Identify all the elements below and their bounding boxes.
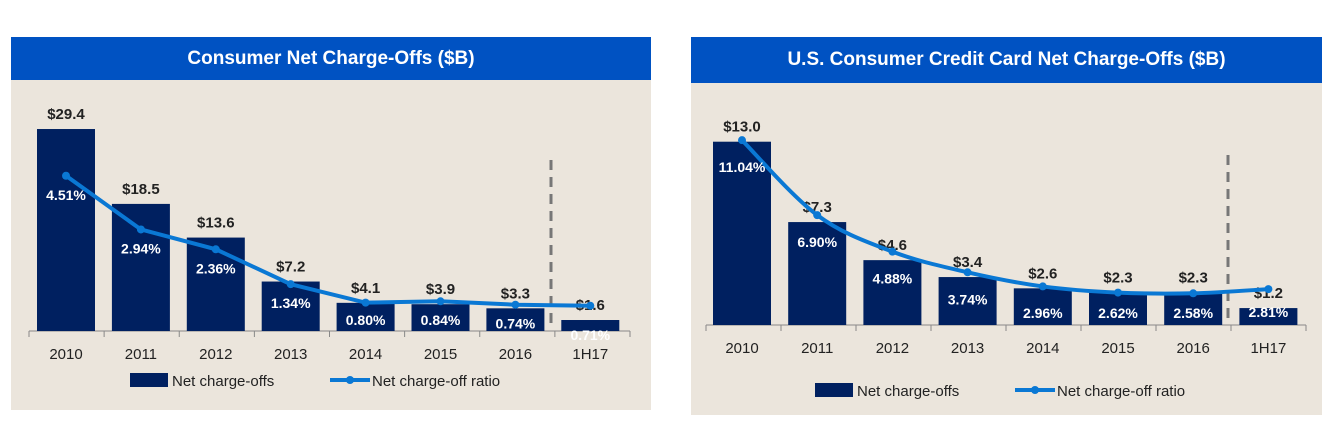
ratio-point <box>136 225 145 234</box>
ratio-point <box>813 211 822 220</box>
legend-line-label: Net charge-off ratio <box>1057 383 1185 400</box>
bar-label: $2.3 <box>1103 270 1132 287</box>
legend-bar-swatch <box>130 373 168 387</box>
bar-label: $29.4 <box>47 106 85 123</box>
ratio-point <box>1038 282 1047 291</box>
legend-bar-label: Net charge-offs <box>857 383 959 400</box>
x-tick-label: 2013 <box>951 340 984 357</box>
ratio-label: 2.58% <box>1173 305 1213 321</box>
ratio-label: 2.81% <box>1249 304 1289 320</box>
bar-2010 <box>713 141 771 325</box>
bar-label: $18.5 <box>122 181 160 198</box>
bar-2010 <box>37 129 95 331</box>
ratio-label: 2.94% <box>121 240 161 256</box>
x-tick-label: 2013 <box>274 346 307 363</box>
bar-2016 <box>1164 292 1223 325</box>
x-tick-label: 2011 <box>125 346 157 363</box>
ratio-label: 6.90% <box>797 234 837 250</box>
legend-line-marker <box>346 376 354 384</box>
ratio-label: 11.04% <box>719 159 766 175</box>
bar-label: $3.4 <box>953 254 983 271</box>
ratio-label: 0.84% <box>421 312 461 328</box>
ratio-label: 1.34% <box>271 295 311 311</box>
bar-2011 <box>788 222 847 325</box>
legend-line-label: Net charge-off ratio <box>372 373 500 390</box>
ratio-label: 4.51% <box>46 187 86 203</box>
legend-bar-swatch <box>815 383 853 397</box>
bar-label: $7.2 <box>276 259 305 276</box>
ratio-label: 2.62% <box>1098 305 1138 321</box>
x-tick-label: 2015 <box>1101 340 1134 357</box>
x-tick-label: 2014 <box>1026 340 1059 357</box>
chart-title: Consumer Net Charge-Offs ($B) <box>11 37 651 80</box>
ratio-label: 2.36% <box>196 260 236 276</box>
ratio-point <box>738 136 746 145</box>
ratio-point <box>62 171 70 180</box>
ratio-point <box>888 247 897 256</box>
bar-2011 <box>111 203 170 331</box>
ratio-point <box>361 298 370 307</box>
ratio-point <box>211 245 220 254</box>
bar-2014 <box>1013 288 1072 325</box>
x-tick-label: 1H17 <box>572 346 608 363</box>
bar-label: $3.9 <box>426 281 455 298</box>
ratio-point <box>436 297 445 306</box>
chart-panel-credit-card: U.S. Consumer Credit Card Net Charge-Off… <box>691 37 1322 415</box>
bar-label: $3.3 <box>501 285 530 302</box>
ratio-label: 0.80% <box>346 312 386 328</box>
ratio-label: 0.71% <box>570 327 610 343</box>
bar-2014 <box>336 302 395 331</box>
x-tick-label: 2016 <box>499 346 532 363</box>
bar-label: $13.6 <box>197 215 235 232</box>
bar-2016 <box>486 308 545 331</box>
x-tick-label: 1H17 <box>1250 340 1286 357</box>
bar-2015 <box>1089 292 1147 325</box>
ratio-point <box>586 301 595 310</box>
ratio-label: 0.74% <box>496 315 536 331</box>
ratio-line <box>64 174 591 308</box>
bar-2013 <box>938 277 997 325</box>
ratio-point <box>963 268 972 277</box>
legend-bar-label: Net charge-offs <box>172 373 274 390</box>
ratio-label: 4.88% <box>873 271 913 287</box>
x-tick-label: 2012 <box>199 346 232 363</box>
x-tick-label: 2012 <box>876 340 909 357</box>
bar-2015 <box>411 304 470 331</box>
ratio-label: 3.74% <box>948 291 988 307</box>
x-tick-label: 2011 <box>801 340 833 357</box>
x-tick-label: 2016 <box>1177 340 1210 357</box>
bar-1H17 <box>561 320 620 331</box>
x-tick-label: 2014 <box>349 346 382 363</box>
legend-line-marker <box>1031 386 1039 394</box>
ratio-point <box>511 300 520 309</box>
ratio-point <box>1114 288 1122 297</box>
x-tick-label: 2010 <box>49 346 82 363</box>
bar-2012 <box>863 260 922 325</box>
ratio-point <box>1264 285 1273 294</box>
bar-label: $2.6 <box>1028 265 1057 282</box>
chart-title: U.S. Consumer Credit Card Net Charge-Off… <box>691 37 1322 83</box>
x-tick-label: 2015 <box>424 346 457 363</box>
bar-label: $4.1 <box>351 280 380 297</box>
ratio-label: 2.96% <box>1023 305 1063 321</box>
x-tick-label: 2010 <box>725 340 758 357</box>
bar-1H17 <box>1239 308 1298 325</box>
bar-label: $13.0 <box>723 119 761 136</box>
ratio-point <box>286 280 295 289</box>
bar-label: $2.3 <box>1179 270 1208 287</box>
ratio-point <box>1189 289 1198 298</box>
